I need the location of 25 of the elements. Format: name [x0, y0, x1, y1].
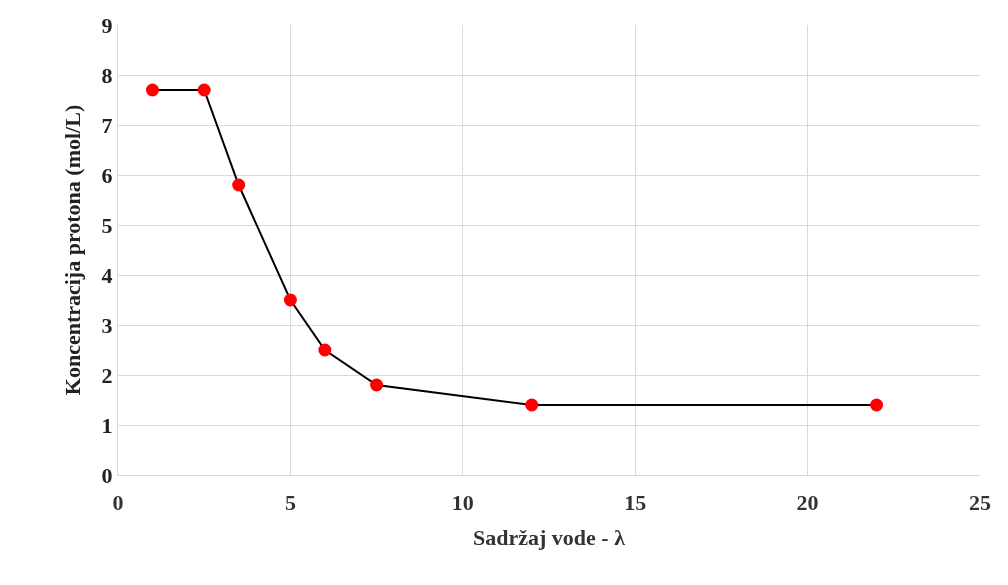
- y-tick-label: 2: [101, 362, 113, 388]
- point: [370, 378, 384, 392]
- x-tick-label: 20: [796, 490, 819, 516]
- y-tick-label: 1: [101, 412, 113, 438]
- y-tick-label: 6: [101, 162, 113, 188]
- y-tick-label: 3: [101, 312, 113, 338]
- y-tick-label: 7: [101, 112, 113, 138]
- y-tick-label: 4: [101, 262, 113, 288]
- x-axis-title: Sadržaj vode - λ: [473, 525, 626, 551]
- y-tick-label: 8: [101, 62, 113, 88]
- x-tick-label: 10: [451, 490, 474, 516]
- point: [525, 398, 539, 412]
- point: [197, 83, 211, 97]
- point: [870, 398, 884, 412]
- y-tick-label: 5: [101, 212, 113, 238]
- x-tick-label: 15: [624, 490, 647, 516]
- point: [232, 178, 246, 192]
- y-tick-label: 9: [101, 12, 113, 38]
- point: [283, 293, 297, 307]
- point: [318, 343, 332, 357]
- y-tick-label: 0: [101, 462, 113, 488]
- y-axis-title: Koncentracija protona (mol/L): [60, 104, 86, 396]
- x-tick-label: 5: [284, 490, 296, 516]
- x-tick-label: 25: [969, 490, 991, 516]
- point: [145, 83, 159, 97]
